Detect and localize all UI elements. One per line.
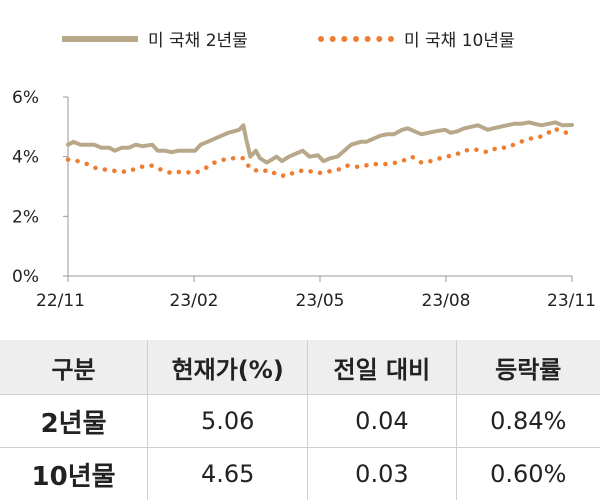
cell-change-10y: 0.03 (307, 447, 457, 500)
cell-rate-10y: 0.60% (455, 447, 600, 500)
y-tick-label: 4% (12, 148, 39, 168)
x-axis-ticks: 22/11 23/02 23/05 23/08 23/11 (36, 276, 596, 311)
cell-change-2y: 0.04 (307, 394, 457, 448)
y-tick-label: 2% (12, 207, 39, 227)
x-tick-label: 23/11 (547, 291, 596, 311)
row-label-2y: 2년물 (0, 394, 148, 448)
y-tick-label: 6% (12, 88, 39, 108)
x-tick-label: 23/05 (296, 291, 345, 311)
series-layer (65, 120, 575, 179)
table-header-row: 구분 현재가(%) 전일 대비 등락률 (0, 340, 600, 395)
col-header-rate: 등락률 (455, 340, 600, 395)
series-line-2y (66, 120, 574, 165)
col-header-category: 구분 (0, 340, 148, 395)
table-row: 10년물 4.65 0.03 0.60% (0, 447, 600, 500)
y-axis-ticks: 0% 2% 4% 6% (12, 88, 68, 287)
legend-swatch-2y (62, 35, 138, 42)
y-tick-label: 0% (12, 267, 39, 287)
col-header-change: 전일 대비 (307, 340, 457, 395)
table-row: 2년물 5.06 0.04 0.84% (0, 394, 600, 448)
x-tick-label: 23/08 (422, 291, 471, 311)
cell-price-10y: 4.65 (147, 447, 308, 500)
legend-swatch-10y (318, 35, 394, 42)
yield-line-chart: 0% 2% 4% 6% 22/11 23/02 23/05 23/08 23/11 (12, 88, 596, 311)
chart-legend: 미 국채 2년물 미 국채 10년물 (0, 26, 600, 56)
legend-item-10y: 미 국채 10년물 (318, 26, 515, 51)
row-label-10y: 10년물 (0, 447, 148, 500)
legend-item-2y: 미 국채 2년물 (62, 26, 248, 51)
x-tick-label: 22/11 (36, 291, 85, 311)
series-line-10y (65, 126, 575, 179)
yield-summary-table: 구분 현재가(%) 전일 대비 등락률 2년물 5.06 0.04 0.84% … (0, 340, 600, 500)
cell-price-2y: 5.06 (147, 394, 308, 448)
x-tick-label: 23/02 (170, 291, 219, 311)
cell-rate-2y: 0.84% (455, 394, 600, 448)
col-header-price: 현재가(%) (147, 340, 308, 395)
legend-label-2y: 미 국채 2년물 (148, 31, 248, 51)
legend-label-10y: 미 국채 10년물 (404, 31, 515, 51)
